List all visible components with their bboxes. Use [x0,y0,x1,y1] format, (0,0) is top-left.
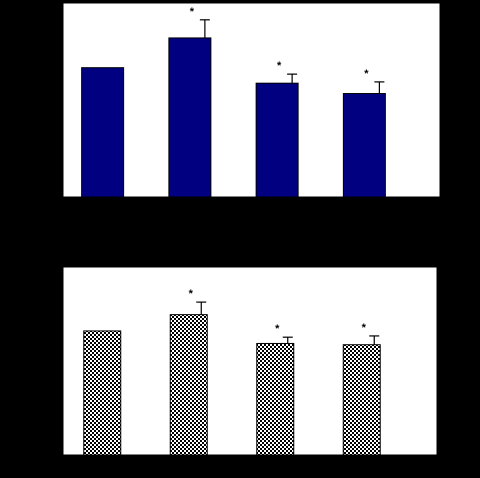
x-tick-label: 10 [184,207,196,219]
y-tick-label: 0 [49,192,55,204]
bar [83,330,122,456]
x-axis-unit: ng/ml [442,461,471,473]
y-axis-label: 2-DG Uptake (% of control) [6,291,18,431]
x-axis-label: Res [447,441,467,453]
x-tick-label: 50 [269,463,281,475]
significance-marker: * [189,288,194,300]
y-tick-label: 0 [49,450,55,462]
x-tick-label: 100 [355,207,373,219]
significance-marker: * [190,6,195,18]
significance-marker: * [364,68,369,80]
bar [169,314,208,456]
x-axis-label: Res [447,183,467,195]
significance-marker: * [277,60,282,72]
significance-marker: * [275,323,280,335]
bar [81,67,125,198]
plot-frame [62,2,441,198]
y-tick-label: 150 [37,262,55,274]
top-chart: 0 50 100 150 2-DG Uptake (% of control) 0 * 10 *… [6,0,472,219]
y-tick-label: 100 [37,63,55,75]
x-axis-unit: ng/ml [442,205,471,217]
y-tick-label: 100 [37,325,55,337]
bar [256,342,295,456]
x-tick-label: 0 [99,463,105,475]
y-axis-label: 2-DG Uptake (% of control) [6,30,18,170]
bottom-chart: 0 50 100 150 2-DG Uptake (% of control) 0 * 10 *… [6,262,472,475]
bar [255,82,299,198]
significance-marker: * [362,322,367,334]
x-tick-label: 10 [183,463,195,475]
x-tick-label: 0 [100,207,106,219]
bar [342,344,381,456]
x-tick-label: 100 [353,463,371,475]
bar [168,37,212,198]
y-tick-label: 50 [43,387,55,399]
x-tick-label: 50 [271,207,283,219]
y-tick-label: 50 [43,127,55,139]
bar [342,93,386,198]
y-tick-label: 150 [37,0,55,10]
plot-frame [62,266,438,456]
